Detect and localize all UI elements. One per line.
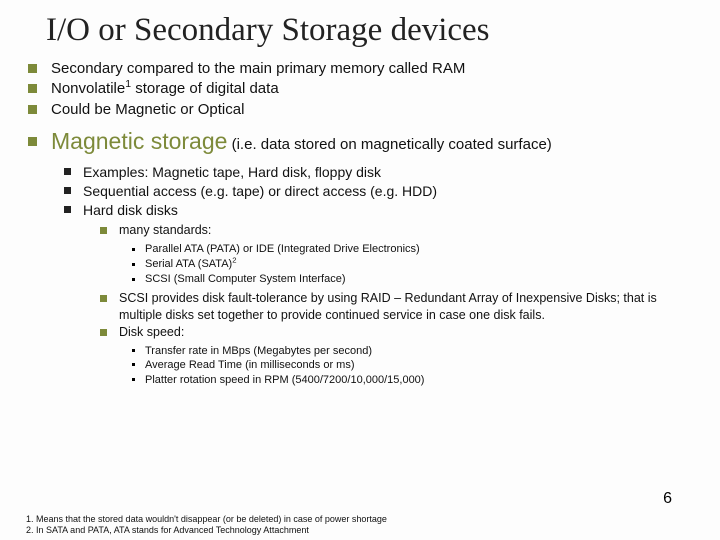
sub3-bullet-item: SCSI (Small Computer System Interface) [132,272,692,287]
sub-bullet-item: Hard disk disks [64,201,692,220]
footnote-line: 1. Means that the stored data wouldn't d… [26,514,387,525]
slide-container: I/O or Secondary Storage devices Seconda… [0,0,720,540]
bullet-text: SCSI (Small Computer System Interface) [145,272,692,287]
footnotes: 1. Means that the stored data wouldn't d… [26,514,387,537]
dot-bullet-icon [132,378,135,381]
square-bullet-icon [100,295,107,302]
bullet-text: Platter rotation speed in RPM (5400/7200… [145,373,692,388]
bullet-text: SCSI provides disk fault-tolerance by us… [119,290,692,324]
square-bullet-icon [28,84,37,93]
text-frag: (i.e. data stored on magnetically coated… [227,136,551,153]
superscript: 2 [232,256,236,265]
content-list: Secondary compared to the main primary m… [28,59,692,388]
dot-bullet-icon [132,363,135,366]
dot-bullet-icon [132,248,135,251]
bullet-text: Serial ATA (SATA)2 [145,257,692,272]
square-bullet-icon [28,64,37,73]
magnetic-heading: Magnetic storage [51,128,227,154]
bullet-text: Disk speed: [119,324,692,341]
bullet-text: Nonvolatile1 storage of digital data [51,79,692,99]
footnote-line: 2. In SATA and PATA, ATA stands for Adva… [26,525,387,536]
solid-bullet-icon [64,168,71,175]
sub3-bullet-item: Parallel ATA (PATA) or IDE (Integrated D… [132,242,692,257]
sub3-bullet-item: Serial ATA (SATA)2 [132,257,692,272]
dot-bullet-icon [132,349,135,352]
bullet-text: many standards: [119,222,692,239]
square-bullet-icon [100,329,107,336]
sub-bullet-item: Examples: Magnetic tape, Hard disk, flop… [64,163,692,182]
bullet-text: Hard disk disks [83,201,692,220]
bullet-item: Secondary compared to the main primary m… [28,59,692,79]
square-bullet-icon [28,137,37,146]
sub2-bullet-item: Disk speed: [100,324,692,341]
sub3-bullet-item: Average Read Time (in milliseconds or ms… [132,358,692,373]
page-number: 6 [663,490,672,508]
slide-title: I/O or Secondary Storage devices [46,12,692,49]
sub2-bullet-item: SCSI provides disk fault-tolerance by us… [100,290,692,324]
bullet-text: Sequential access (e.g. tape) or direct … [83,182,692,201]
bullet-text: Magnetic storage (i.e. data stored on ma… [51,126,692,157]
square-bullet-icon [28,105,37,114]
text-frag: Serial ATA (SATA) [145,258,232,270]
bullet-text: Examples: Magnetic tape, Hard disk, flop… [83,163,692,182]
text-frag: Nonvolatile [51,80,125,97]
bullet-text: Parallel ATA (PATA) or IDE (Integrated D… [145,242,692,257]
bullet-item: Could be Magnetic or Optical [28,100,692,120]
bullet-text: Average Read Time (in milliseconds or ms… [145,358,692,373]
solid-bullet-icon [64,206,71,213]
sub3-bullet-item: Transfer rate in MBps (Megabytes per sec… [132,344,692,359]
solid-bullet-icon [64,187,71,194]
bullet-text: Secondary compared to the main primary m… [51,59,692,79]
sub3-bullet-item: Platter rotation speed in RPM (5400/7200… [132,373,692,388]
bullet-text: Could be Magnetic or Optical [51,100,692,120]
dot-bullet-icon [132,278,135,281]
text-frag: storage of digital data [131,80,279,97]
bullet-item-magnetic: Magnetic storage (i.e. data stored on ma… [28,126,692,157]
sub-bullet-item: Sequential access (e.g. tape) or direct … [64,182,692,201]
dot-bullet-icon [132,263,135,266]
sub2-bullet-item: many standards: [100,222,692,239]
bullet-text: Transfer rate in MBps (Megabytes per sec… [145,344,692,359]
square-bullet-icon [100,227,107,234]
bullet-item: Nonvolatile1 storage of digital data [28,79,692,99]
